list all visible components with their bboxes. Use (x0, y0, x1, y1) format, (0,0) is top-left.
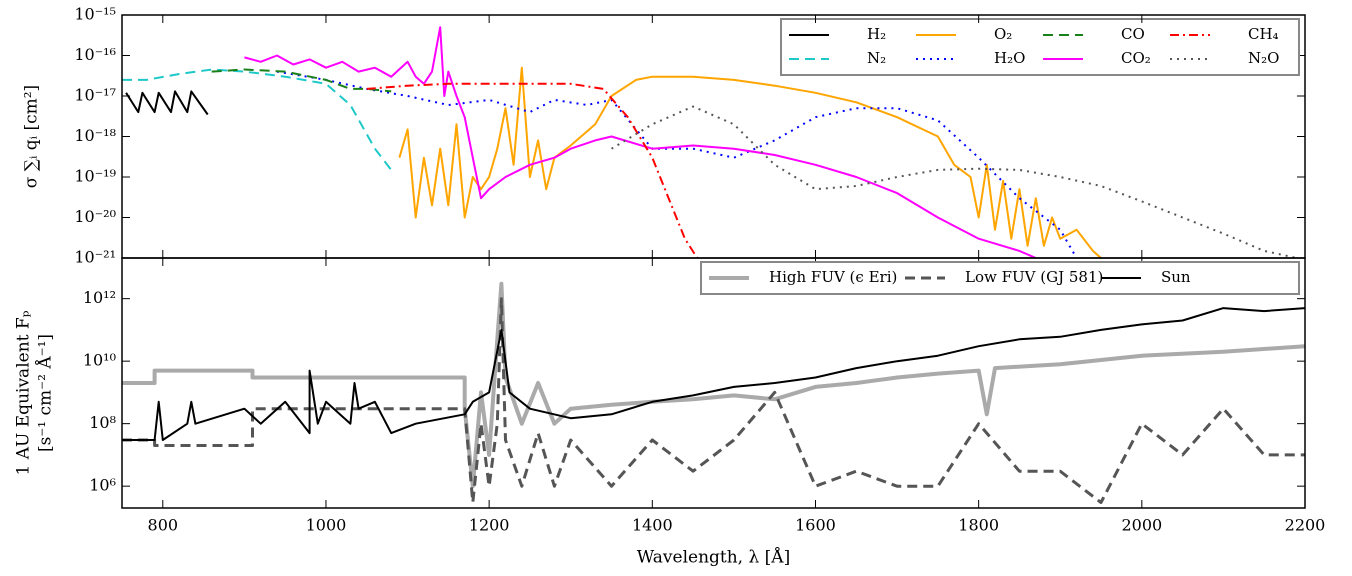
y-tick-label: 10⁻¹⁵ (74, 5, 116, 24)
x-tick-label: 1800 (958, 516, 999, 535)
legend-label: O₂ (994, 25, 1012, 43)
y-axis-label: [s⁻¹ cm⁻² Å⁻¹] (35, 334, 56, 452)
legend-label: H₂ (867, 25, 886, 43)
y-tick-label: 10¹² (83, 288, 116, 307)
x-tick-label: 1400 (632, 516, 673, 535)
series-line (122, 68, 392, 171)
legend-label: N₂O (1248, 49, 1279, 67)
y-tick-label: 10⁻¹⁸ (74, 126, 116, 145)
series-line (122, 307, 1305, 441)
plot-area (122, 281, 1305, 504)
x-tick-label: 2200 (1285, 516, 1326, 535)
x-tick-label: 1000 (306, 516, 347, 535)
series-line (125, 90, 209, 116)
x-tick-label: 2000 (1121, 516, 1162, 535)
legend-label: CH₄ (1248, 25, 1279, 43)
y-axis-label: σ ∑ᵢ qᵢ [cm²] (22, 85, 42, 188)
series-line (122, 297, 1305, 504)
legend-label: Sun (1161, 268, 1191, 286)
legend-label: Low FUV (GJ 581) (965, 268, 1103, 286)
y-tick-label: 10⁻¹⁶ (74, 45, 116, 64)
legend-label: CO₂ (1121, 49, 1151, 67)
axes-frame (121, 257, 1306, 509)
x-tick-label: 1200 (469, 516, 510, 535)
series-line (610, 105, 1298, 258)
series-line (398, 66, 1102, 258)
legend-label: H₂O (994, 49, 1025, 67)
legend-label: CO (1121, 25, 1145, 43)
series-line (244, 26, 1037, 258)
y-tick-label: 10⁻²⁰ (74, 207, 116, 226)
x-tick-label: 1600 (795, 516, 836, 535)
series-line (122, 281, 1305, 489)
legend-label: High FUV (ϵ Eri) (769, 268, 897, 286)
y-tick-label: 10⁻¹⁷ (74, 86, 116, 105)
x-tick-label: 800 (148, 516, 179, 535)
y-tick-label: 10⁶ (89, 476, 116, 495)
x-axis-label: Wavelength, λ [Å] (637, 547, 790, 568)
plot-area (122, 26, 1298, 258)
y-tick-label: 10⁻¹⁹ (74, 167, 116, 186)
y-tick-label: 10⁸ (89, 413, 116, 432)
legend-box (700, 261, 1300, 295)
y-axis-label: 1 AU Equivalent Fₚ (14, 310, 34, 475)
y-tick-label: 10⁻²¹ (74, 248, 116, 267)
series-line (276, 70, 1078, 258)
series-line (211, 68, 392, 93)
y-tick-label: 10¹⁰ (83, 351, 116, 370)
legend-box (780, 18, 1300, 76)
legend-label: N₂ (867, 49, 886, 67)
